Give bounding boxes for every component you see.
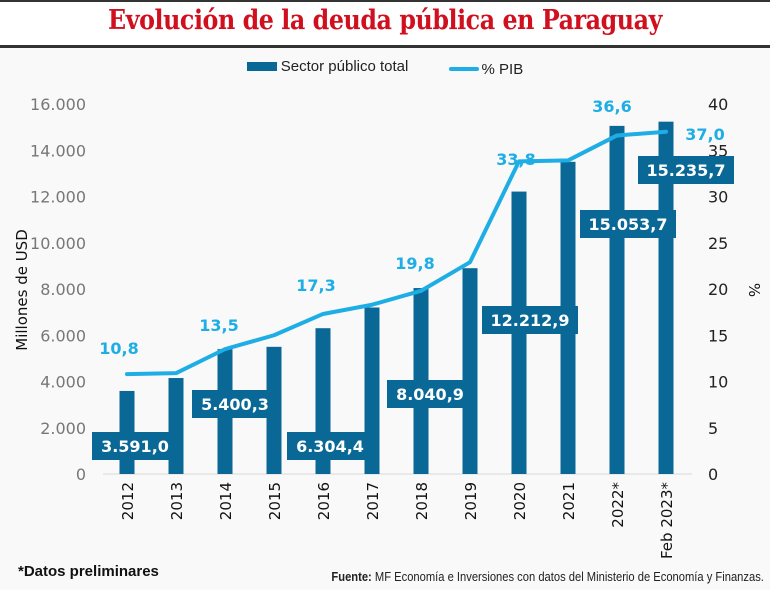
bar-label-box (638, 156, 734, 184)
bar-label-box (482, 306, 578, 334)
legend-item-bars: Sector público total (246, 58, 409, 75)
y-tick-label: 14.000 (30, 141, 86, 160)
source-label: Fuente: (331, 569, 372, 584)
bar-value-label: 15.235,7 (647, 161, 726, 180)
x-tick-label: 2020 (511, 482, 529, 520)
line-value-label: 13,5 (199, 316, 238, 335)
y2-tick-label: 15 (708, 326, 728, 345)
bar-label-box (92, 432, 178, 460)
y2-tick-label: 35 (708, 141, 728, 160)
y-axis-label: Millones de USD (13, 229, 31, 351)
line-value-label: 33,8 (496, 150, 535, 169)
y-tick-label: 4.000 (40, 373, 86, 392)
x-tick-label: 2014 (217, 482, 235, 520)
x-tick-label: 2015 (266, 482, 284, 520)
y-tick-label: 6.000 (40, 326, 86, 345)
x-tick-label: Feb 2023* (658, 482, 676, 559)
x-tick-label: 2016 (315, 482, 333, 520)
pib-line (125, 129, 668, 377)
y2-tick-label: 5 (708, 419, 718, 438)
y2-tick-label: 40 (708, 95, 728, 114)
y2-tick-label: 0 (708, 465, 718, 484)
y2-tick-label: 20 (708, 280, 728, 299)
y2-tick-label: 30 (708, 188, 728, 207)
source-text: MF Economía e Inversiones con datos del … (371, 569, 764, 584)
x-tick-label: 2018 (413, 482, 431, 520)
chart-legend: Sector público total % PIB (0, 58, 770, 78)
bar-label-box (387, 380, 473, 408)
bar-label-box (287, 432, 373, 460)
bar-label-box (192, 390, 278, 418)
bar-value-label: 5.400,3 (201, 395, 269, 414)
bar-value-label: 6.304,4 (296, 437, 364, 456)
y-tick-label: 12.000 (30, 188, 86, 207)
legend-label-bars: Sector público total (280, 58, 409, 75)
y2-tick-label: 10 (708, 373, 728, 392)
line-value-label: 10,8 (99, 339, 138, 358)
source-note: Fuente: MF Economía e Inversiones con da… (332, 569, 764, 584)
bar (658, 121, 674, 474)
bar-value-label: 15.053,7 (589, 215, 668, 234)
bar-value-label: 12.212,9 (491, 311, 570, 330)
x-tick-label: 2013 (168, 482, 186, 520)
y2-tick-label: 25 (708, 234, 728, 253)
line-value-label: 37,0 (685, 125, 724, 144)
y-tick-label: 2.000 (40, 419, 86, 438)
y-tick-label: 16.000 (30, 95, 86, 114)
line-value-label: 17,3 (296, 276, 335, 295)
line-value-label: 36,6 (592, 97, 631, 116)
header-band: Evolución de la deuda pública en Paragua… (0, 0, 770, 48)
y2-axis-label: % (745, 283, 763, 297)
page-title: Evolución de la deuda pública en Paragua… (108, 5, 662, 36)
legend-line-swatch (448, 67, 479, 71)
x-tick-label: 2012 (119, 482, 137, 520)
bar (609, 125, 625, 475)
bar-label-box (580, 210, 676, 238)
footnote: *Datos preliminares (18, 563, 159, 580)
legend-bar-swatch (246, 62, 277, 71)
bar-value-label: 3.591,0 (101, 437, 169, 456)
y-tick-label: 0 (76, 465, 86, 484)
y-tick-label: 10.000 (30, 234, 86, 253)
x-tick-label: 2017 (364, 482, 382, 520)
legend-label-line: % PIB (481, 60, 524, 78)
x-tick-label: 2022* (609, 482, 627, 528)
x-tick-label: 2019 (462, 482, 480, 520)
bar-value-label: 8.040,9 (396, 385, 464, 404)
line-value-label: 19,8 (395, 254, 434, 273)
bar (462, 268, 478, 474)
y-tick-label: 8.000 (40, 280, 86, 299)
legend-item-line: % PIB (448, 60, 524, 78)
x-tick-label: 2021 (560, 482, 578, 520)
